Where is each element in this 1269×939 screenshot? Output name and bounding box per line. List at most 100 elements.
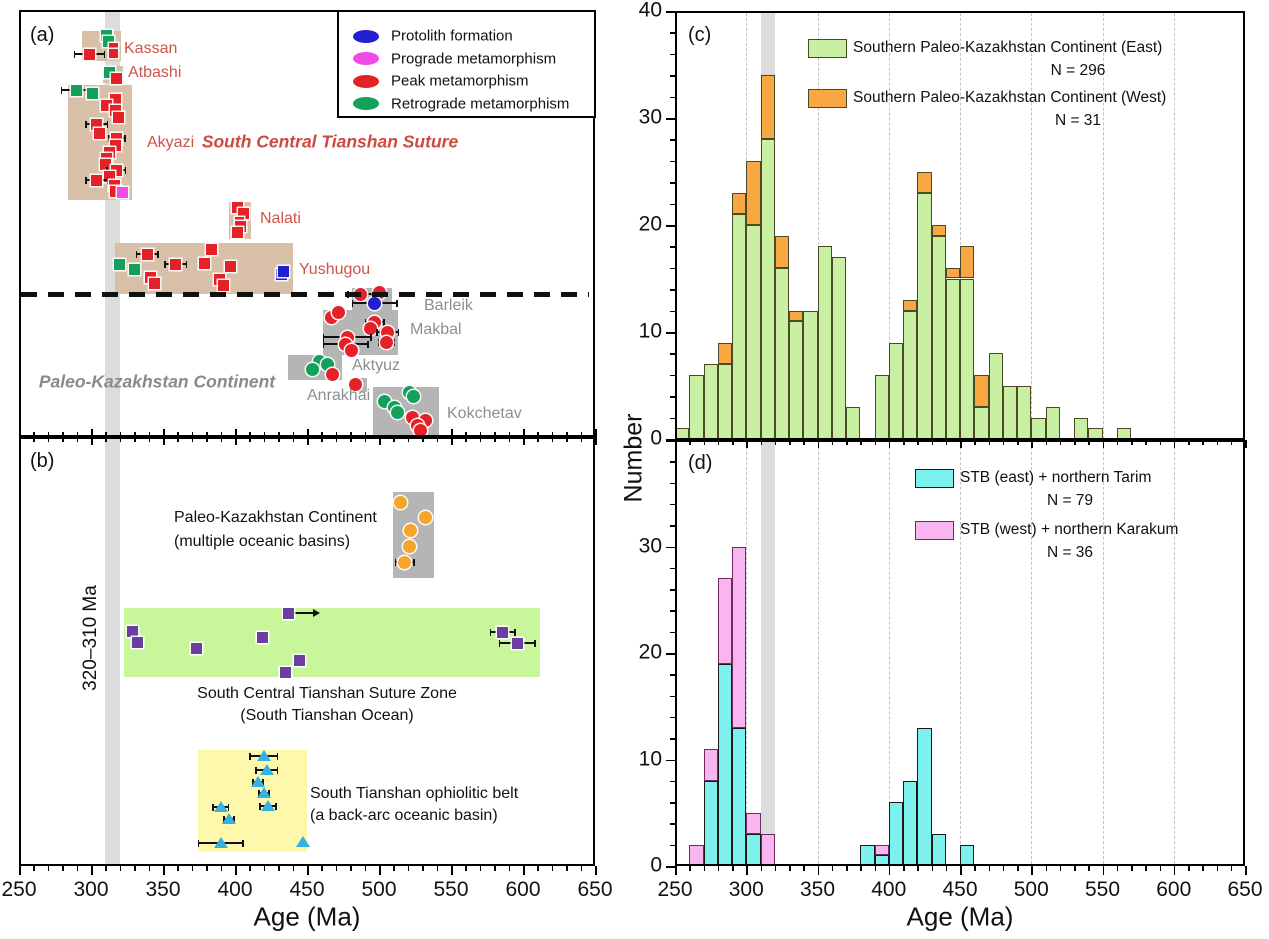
panel-a-frame [19, 10, 595, 437]
divider-tick [307, 437, 309, 445]
x-tick [263, 866, 266, 871]
scatter-marker-square [114, 258, 126, 270]
y-tick [670, 525, 675, 527]
error-bar-cap [322, 333, 325, 341]
divider-tick [803, 440, 805, 445]
error-bar-cap [259, 802, 262, 810]
scatter-marker-square [110, 72, 122, 84]
y-tick [670, 503, 675, 506]
scatter-marker-square [294, 654, 306, 666]
x-tick [945, 866, 948, 871]
divider-tick [732, 440, 734, 445]
x-tick [47, 866, 50, 871]
divider-tick [945, 440, 948, 445]
y-tick [670, 695, 675, 698]
x-tick [33, 866, 35, 871]
panel-b-tag: (b) [30, 450, 55, 472]
histogram-bar [789, 310, 804, 322]
x-tick [119, 866, 122, 871]
x-tick [1216, 866, 1219, 871]
continent-boundary-dashed-line [21, 292, 589, 297]
histogram-bar [760, 75, 775, 140]
error-bar-cap [103, 50, 106, 58]
y-tick [666, 653, 675, 655]
x-tick [1188, 866, 1190, 871]
gridline-550 [1102, 442, 1104, 864]
divider-tick [988, 440, 990, 445]
x-tick [379, 866, 381, 875]
scatter-marker-square [104, 66, 116, 78]
suture-zone-title: South Central Tianshan Suture [201, 131, 459, 152]
scatter-marker-circle [320, 357, 334, 371]
scatter-marker-circle [391, 405, 405, 419]
error-bar-cap [276, 752, 279, 760]
x-tick [1031, 866, 1033, 875]
divider-tick [580, 437, 583, 442]
error-bar-cap [322, 340, 325, 348]
gridline-450 [960, 13, 961, 439]
x-tick [817, 866, 820, 875]
scatter-marker-circle [394, 495, 408, 509]
x-tick-label: 250 [657, 878, 693, 901]
group-label-aktyuz: Aktyuz [352, 357, 401, 374]
divider-tick [292, 432, 295, 437]
legend-swatch [915, 469, 954, 488]
x-tick [831, 866, 834, 871]
divider-tick [465, 437, 467, 442]
scatter-marker-triangle [213, 801, 228, 812]
histogram-bar [732, 192, 747, 215]
divider-tick [831, 440, 834, 445]
y-tick [670, 182, 675, 184]
scatter-marker-square [148, 277, 160, 289]
divider-tick [393, 437, 395, 442]
scatter-marker-circle [345, 343, 359, 357]
scatter-marker-square [217, 279, 229, 291]
divider-tick [931, 440, 933, 445]
divider-tick [789, 440, 791, 445]
x-tick [1002, 866, 1005, 871]
scatter-marker-square [238, 207, 250, 219]
scatter-marker-square [232, 201, 244, 213]
gridline-350 [817, 13, 819, 439]
scatter-marker-square [91, 174, 103, 186]
scatter-marker-triangle [251, 776, 266, 787]
scatter-marker-circle [332, 305, 346, 319]
divider-tick [537, 437, 539, 442]
y-tick [670, 75, 675, 77]
divider-tick [1017, 440, 1019, 445]
sctsz-label-line1: South Central Tianshan Suture Zone [197, 685, 457, 702]
gridline-600 [1173, 442, 1175, 864]
x-tick [931, 866, 934, 871]
divider-tick [774, 440, 777, 445]
divider-tick [551, 437, 554, 442]
error-bar-cap [275, 802, 277, 810]
divider-tick [321, 432, 323, 437]
x-tick [307, 866, 309, 875]
histogram-bar [931, 225, 946, 236]
scatter-marker-square [144, 271, 156, 283]
scatter-marker-square [278, 265, 290, 277]
histogram-bar [774, 235, 789, 268]
y-tick [666, 332, 675, 334]
y-tick [666, 439, 675, 441]
scatter-marker-square [109, 139, 121, 151]
scatter-marker-square [108, 48, 118, 58]
scatter-marker-square [232, 226, 244, 238]
histogram-bar [974, 374, 989, 407]
y-tick [670, 716, 675, 719]
y-tick [670, 631, 675, 634]
y-tick [666, 759, 675, 762]
divider-tick [119, 437, 122, 442]
error-bar-cap [124, 166, 127, 174]
x-tick [1145, 866, 1147, 871]
error-bar-cap [489, 628, 492, 636]
divider-tick [235, 429, 237, 437]
divider-tick [148, 432, 151, 437]
x-tick-label: 550 [1084, 878, 1121, 901]
scatter-marker-square [86, 87, 98, 99]
divider-tick [451, 429, 453, 437]
gridline-300 [746, 442, 748, 864]
divider-tick [860, 440, 862, 445]
group-label-barleik: Barleik [424, 297, 473, 314]
